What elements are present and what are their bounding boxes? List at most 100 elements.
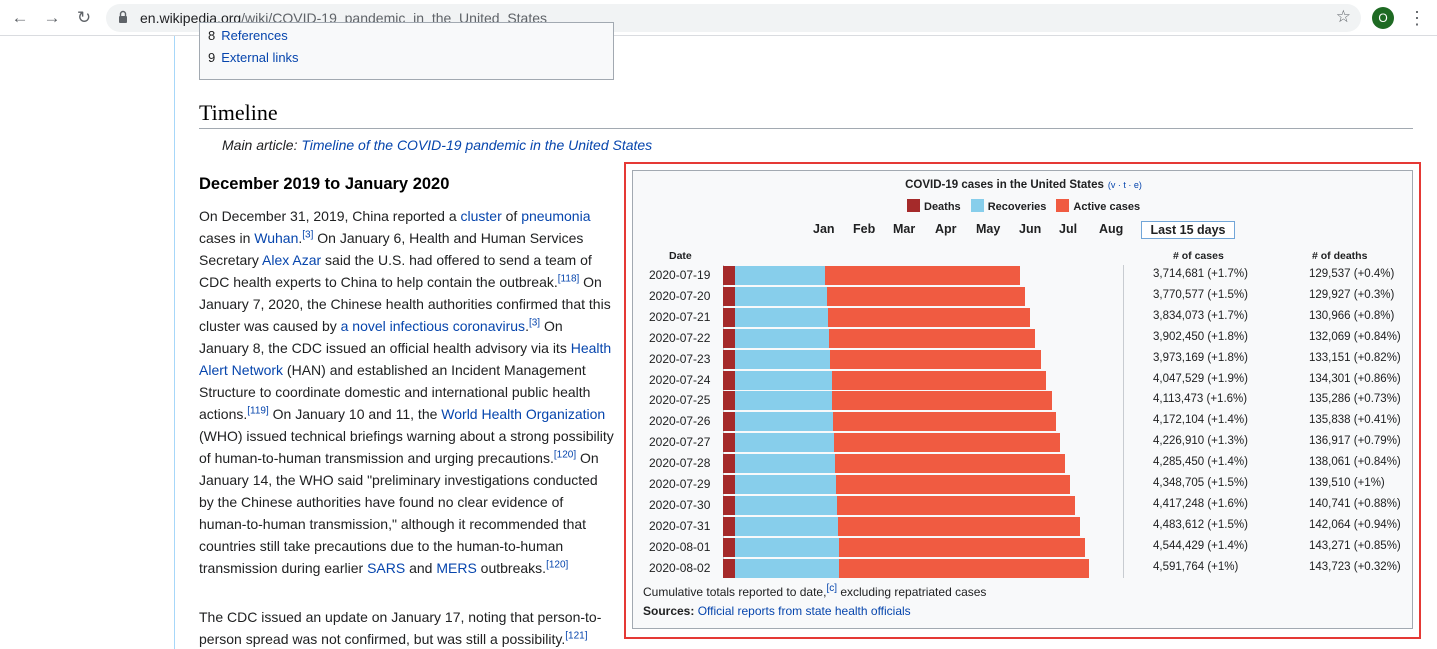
citation-ref[interactable]: [118] <box>557 273 580 285</box>
bar-segment-recoveries <box>735 349 830 369</box>
reload-icon[interactable]: ↻ <box>76 8 92 27</box>
stacked-bar[interactable] <box>723 516 1081 536</box>
stacked-bar[interactable] <box>723 412 1057 432</box>
legend-swatch <box>907 199 920 212</box>
deaths-value: 132,069 (+0.84%) <box>1309 330 1401 343</box>
row-date: 2020-07-23 <box>649 351 711 366</box>
footnote-text: Cumulative totals reported to date, <box>643 585 827 599</box>
bar-segment-recoveries <box>735 537 839 557</box>
bar-segment-active-cases <box>832 391 1052 411</box>
legend-swatch <box>1056 199 1070 212</box>
stacked-bar[interactable] <box>723 433 1061 453</box>
bar-segment-recoveries <box>735 495 838 515</box>
bar-segment-recoveries <box>735 307 828 327</box>
inline-link[interactable]: World Health Organization <box>441 406 606 422</box>
section-heading: Timeline <box>199 100 278 125</box>
profile-avatar[interactable]: O <box>1372 7 1394 29</box>
month-jul[interactable]: Jul <box>1059 222 1078 236</box>
paragraph-text: outbreaks. <box>476 560 547 576</box>
legend-swatch <box>970 199 984 212</box>
vte-links[interactable]: (v · t · e) <box>1107 180 1142 190</box>
inline-link[interactable]: SARS <box>367 560 406 576</box>
month-aug[interactable]: Aug <box>1099 222 1124 236</box>
bar-segment-active-cases <box>833 412 1057 432</box>
footnote-ref[interactable]: [c] <box>826 583 837 594</box>
inline-link[interactable]: Wuhan <box>254 230 299 246</box>
paragraph-text: On January 6, Health and Human Services … <box>199 230 584 268</box>
citation-ref[interactable]: [120] <box>553 449 577 461</box>
month-jan[interactable]: Jan <box>813 222 835 236</box>
inline-link[interactable]: pneumonia <box>521 208 591 224</box>
row-date: 2020-07-21 <box>649 309 711 324</box>
cases-value: 3,714,681 (+1.7%) <box>1153 268 1248 280</box>
stacked-bar[interactable] <box>723 266 1021 285</box>
bar-segment-deaths <box>723 286 735 306</box>
stacked-bar[interactable] <box>723 307 1030 327</box>
bar-segment-deaths <box>723 412 735 432</box>
citation-ref[interactable]: [120] <box>546 559 569 571</box>
deaths-value: 143,723 (+0.32%) <box>1309 560 1401 573</box>
bar-segment-deaths <box>723 516 735 536</box>
bar-segment-recoveries <box>735 412 834 432</box>
lock-icon <box>119 10 127 23</box>
col-header-cases: # of cases <box>1173 250 1224 262</box>
toc-item-references[interactable]: 8 References <box>208 28 288 43</box>
last-15-days-button[interactable]: Last 15 days <box>1141 221 1235 239</box>
chart-sources: Sources: Official reports from state hea… <box>643 604 911 618</box>
citation-ref[interactable]: [121] <box>565 630 588 642</box>
cases-value: 4,172,104 (+1.4%) <box>1153 414 1248 427</box>
paragraph-text: On January 14, the WHO said "preliminary… <box>199 450 599 576</box>
month-feb[interactable]: Feb <box>853 222 876 236</box>
stacked-bar[interactable] <box>723 495 1076 515</box>
bar-segment-recoveries <box>735 516 839 536</box>
stacked-bar[interactable] <box>723 286 1025 306</box>
deaths-value: 133,151 (+0.82%) <box>1309 351 1401 364</box>
citation-ref[interactable]: [119] <box>247 405 269 417</box>
row-date: 2020-07-28 <box>649 456 711 471</box>
bar-segment-active-cases <box>827 307 1030 327</box>
content-left-border <box>174 36 175 649</box>
stacked-bar[interactable] <box>723 558 1089 578</box>
cases-value: 4,226,910 (+1.3%) <box>1153 435 1248 448</box>
stacked-bar[interactable] <box>723 475 1070 494</box>
month-jun[interactable]: Jun <box>1019 222 1042 236</box>
legend-deaths: Deaths <box>907 199 961 213</box>
stacked-bar[interactable] <box>723 537 1086 557</box>
covid-cases-chart: COVID-19 cases in the United States (v · … <box>632 170 1413 629</box>
toc-item-external-links[interactable]: 9 External links <box>208 50 299 65</box>
row-date: 2020-07-24 <box>649 372 711 387</box>
citation-ref[interactable]: [3] <box>302 229 314 241</box>
stacked-bar[interactable] <box>723 454 1066 474</box>
hatnote-link[interactable]: Timeline of the COVID-19 pandemic in the… <box>301 137 653 153</box>
back-arrow-icon[interactable]: ← <box>11 8 29 27</box>
paragraph-text: On December 31, 2019, China reported a <box>199 208 461 224</box>
inline-link[interactable]: Alex Azar <box>262 252 322 268</box>
citation-ref[interactable]: [3] <box>528 317 541 329</box>
stacked-bar[interactable] <box>723 370 1047 390</box>
inline-link[interactable]: a novel infectious coronavirus <box>340 318 526 334</box>
vte-text[interactable]: v · t · e <box>1110 180 1139 190</box>
stacked-bar[interactable] <box>723 349 1041 369</box>
bar-segment-active-cases <box>829 349 1041 369</box>
sources-link[interactable]: Official reports from state health offic… <box>697 604 911 618</box>
cases-value: 4,285,450 (+1.4%) <box>1153 456 1248 469</box>
paragraph-text: . <box>525 318 529 334</box>
forward-arrow-icon[interactable]: → <box>43 8 61 27</box>
month-mar[interactable]: Mar <box>893 222 916 236</box>
stacked-bar[interactable] <box>723 391 1052 411</box>
bar-segment-active-cases <box>828 328 1036 348</box>
month-apr[interactable]: Apr <box>935 222 957 236</box>
inline-link[interactable]: cluster <box>460 208 502 224</box>
inline-link[interactable]: MERS <box>436 560 477 576</box>
bar-segment-active-cases <box>837 495 1076 515</box>
paragraph-2: The CDC issued an update on January 17, … <box>199 606 614 649</box>
inline-link[interactable]: Health Alert Network <box>199 340 612 378</box>
toc-link[interactable]: External links <box>221 50 299 65</box>
bar-segment-active-cases <box>834 433 1061 453</box>
kebab-menu-icon[interactable]: ⋮ <box>1408 8 1426 28</box>
star-icon[interactable]: ☆ <box>1335 7 1351 26</box>
month-may[interactable]: May <box>976 222 1001 236</box>
stacked-bar[interactable] <box>723 328 1036 348</box>
cases-value: 3,834,073 (+1.7%) <box>1153 309 1248 322</box>
toc-link[interactable]: References <box>221 28 288 43</box>
